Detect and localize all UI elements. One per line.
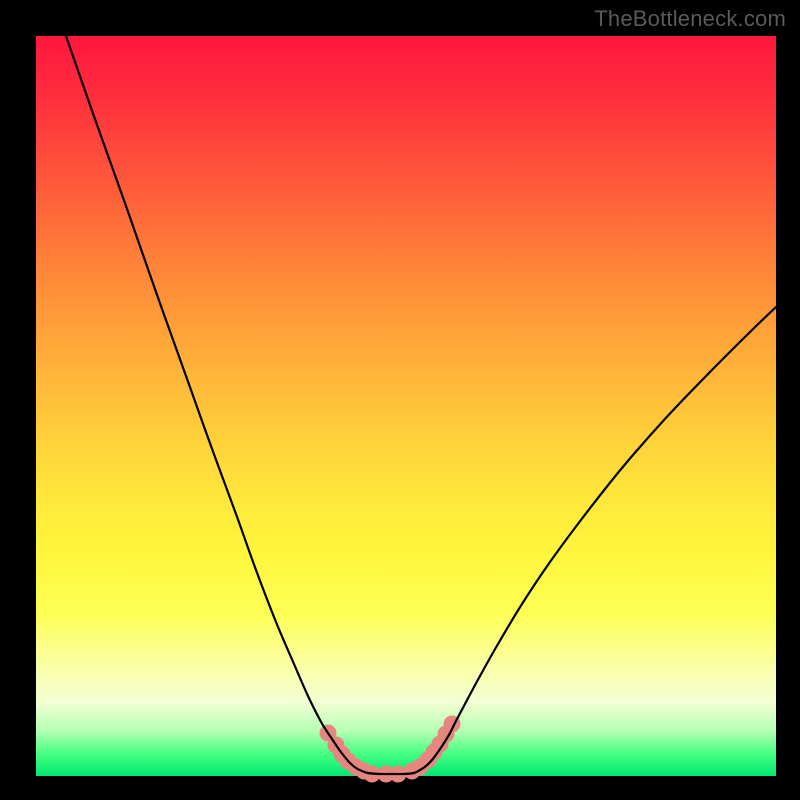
bottleneck-curve-svg [36, 36, 776, 776]
bottleneck-curve [66, 36, 776, 774]
plot-area [36, 36, 776, 776]
watermark-text: TheBottleneck.com [594, 6, 786, 32]
